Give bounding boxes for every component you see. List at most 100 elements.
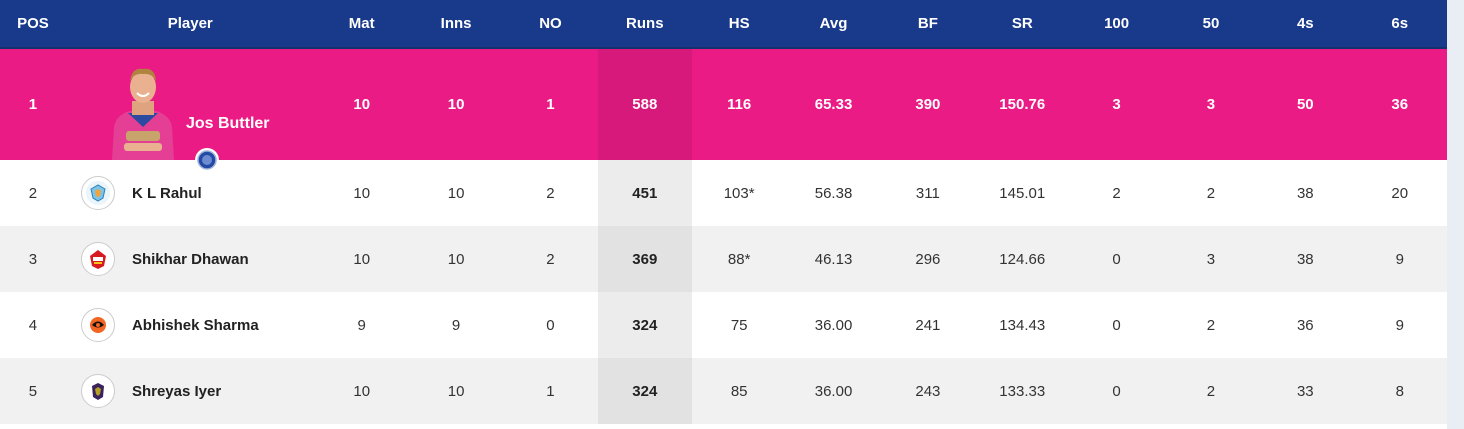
- hundreds-cell: 0: [1112, 382, 1121, 400]
- leader-row[interactable]: 1 Jos Buttler: [0, 48, 1447, 172]
- column-header-mat[interactable]: Mat: [314, 0, 409, 49]
- avg-cell: 36.00: [814, 316, 853, 334]
- player-name[interactable]: Abhishek Sharma: [131, 316, 259, 334]
- bf-cell: 311: [915, 184, 940, 202]
- table-row[interactable]: 5 Shreyas Iyer 10 10 1 324 85: [0, 358, 1447, 424]
- avg-cell: 56.38: [814, 184, 853, 202]
- sixes-cell: 9: [1395, 250, 1404, 268]
- column-header-bf[interactable]: BF: [880, 0, 976, 49]
- hs-cell: 88*: [727, 250, 751, 268]
- sixes-cell: 8: [1395, 382, 1404, 400]
- kolkata-knight-riders-logo-icon: [80, 374, 115, 408]
- bf-cell: 390: [915, 96, 941, 113]
- column-header-sr[interactable]: SR: [975, 0, 1070, 49]
- mat-cell: 10: [353, 96, 371, 113]
- hundreds-cell: 2: [1112, 184, 1121, 202]
- player-name[interactable]: Shreyas Iyer: [131, 382, 222, 400]
- table-header-row: POS Player Mat Inns NO Runs HS Avg BF SR…: [0, 0, 1447, 49]
- player-cell: Shreyas Iyer: [66, 358, 315, 424]
- mat-cell: 10: [353, 250, 371, 268]
- pos-cell: 1: [28, 96, 38, 113]
- sr-cell: 124.66: [999, 250, 1046, 268]
- bf-cell: 243: [915, 382, 941, 400]
- sr-cell: 133.33: [999, 382, 1046, 400]
- column-header-no[interactable]: NO: [503, 0, 598, 49]
- no-cell: 2: [546, 184, 555, 202]
- column-header-6s[interactable]: 6s: [1352, 0, 1447, 49]
- orange-cap-leaderboard-table: POS Player Mat Inns NO Runs HS Avg BF SR…: [0, 0, 1447, 424]
- runs-cell: 324: [597, 358, 692, 424]
- fifties-cell: 2: [1206, 184, 1216, 202]
- avg-cell: 46.13: [814, 250, 853, 268]
- fifties-cell: 2: [1206, 382, 1216, 400]
- pos-cell: 3: [28, 250, 38, 268]
- fours-cell: 38: [1296, 184, 1314, 202]
- no-cell: 1: [546, 382, 555, 400]
- sr-cell: 150.76: [999, 96, 1046, 113]
- fifties-cell: 3: [1206, 250, 1216, 268]
- lucknow-super-giants-logo-icon: [80, 176, 115, 210]
- sixes-cell: 20: [1391, 184, 1409, 202]
- inns-cell: 10: [447, 250, 465, 268]
- column-header-100[interactable]: 100: [1069, 0, 1164, 49]
- inns-cell: 9: [451, 316, 461, 334]
- sr-cell: 145.01: [999, 184, 1046, 202]
- mat-cell: 9: [357, 316, 366, 334]
- column-header-50[interactable]: 50: [1163, 0, 1259, 49]
- runs-cell: 588: [597, 48, 692, 160]
- mat-cell: 10: [353, 184, 371, 202]
- column-header-pos[interactable]: POS: [0, 0, 66, 49]
- player-photo: [111, 68, 174, 160]
- pos-cell: 4: [28, 316, 38, 334]
- table-row[interactable]: 3 Shikhar Dhawan 10 10 2 3: [0, 226, 1447, 292]
- runs-cell: 369: [597, 226, 692, 292]
- no-cell: 2: [546, 250, 555, 268]
- inns-cell: 10: [447, 96, 465, 113]
- fours-cell: 38: [1296, 250, 1314, 268]
- bf-cell: 241: [915, 316, 941, 334]
- punjab-kings-logo-icon: [80, 242, 115, 276]
- player-name[interactable]: Jos Buttler: [185, 115, 270, 132]
- avg-cell: 65.33: [814, 96, 853, 113]
- right-edge: [1447, 0, 1464, 429]
- sr-cell: 134.43: [999, 316, 1046, 334]
- hundreds-cell: 3: [1112, 96, 1121, 113]
- column-header-4s[interactable]: 4s: [1258, 0, 1353, 49]
- hs-cell: 75: [730, 316, 748, 334]
- sixes-cell: 9: [1395, 316, 1404, 334]
- player-cell: Jos Buttler: [66, 48, 315, 172]
- fifties-cell: 3: [1206, 96, 1216, 113]
- no-cell: 0: [546, 316, 555, 334]
- player-name[interactable]: Shikhar Dhawan: [131, 250, 249, 268]
- column-header-inns[interactable]: Inns: [408, 0, 504, 49]
- runs-cell: 451: [597, 160, 692, 226]
- inns-cell: 10: [447, 184, 465, 202]
- hs-cell: 85: [730, 382, 748, 400]
- player-name[interactable]: K L Rahul: [131, 184, 202, 202]
- no-cell: 1: [546, 96, 555, 113]
- hs-cell: 103*: [723, 184, 755, 202]
- hundreds-cell: 0: [1112, 316, 1121, 334]
- player-cell: K L Rahul: [66, 160, 315, 226]
- column-header-runs[interactable]: Runs: [597, 0, 692, 49]
- fifties-cell: 2: [1206, 316, 1216, 334]
- pos-cell: 2: [28, 184, 38, 202]
- column-header-player[interactable]: Player: [65, 0, 315, 49]
- player-cell: Abhishek Sharma: [66, 292, 315, 358]
- runs-cell: 324: [597, 292, 692, 358]
- table-row[interactable]: 2 K L Rahul 10 10 2 451 103*: [0, 160, 1447, 226]
- fours-cell: 33: [1296, 382, 1314, 400]
- fours-cell: 36: [1296, 316, 1314, 334]
- avg-cell: 36.00: [814, 382, 853, 400]
- player-cell: Shikhar Dhawan: [66, 226, 315, 292]
- pos-cell: 5: [28, 382, 38, 400]
- bf-cell: 296: [915, 250, 941, 268]
- inns-cell: 10: [447, 382, 465, 400]
- sunrisers-hyderabad-logo-icon: [80, 308, 115, 342]
- column-header-hs[interactable]: HS: [691, 0, 787, 49]
- mat-cell: 10: [353, 382, 371, 400]
- table-row[interactable]: 4 Abhishek Sharma 9 9 0 32: [0, 292, 1447, 358]
- rajasthan-royals-logo-icon: [194, 148, 219, 172]
- fours-cell: 50: [1296, 96, 1314, 113]
- column-header-avg[interactable]: Avg: [786, 0, 881, 49]
